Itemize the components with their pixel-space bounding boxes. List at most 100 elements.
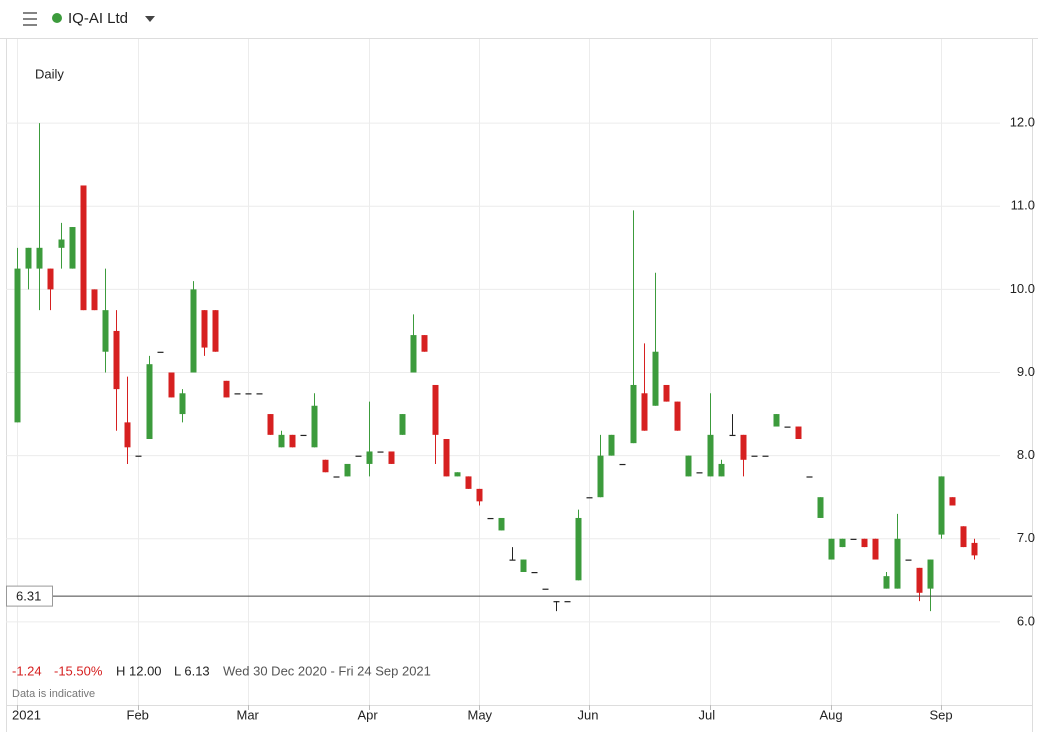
candle-body xyxy=(245,393,252,395)
candle-body xyxy=(146,364,153,439)
candle-body xyxy=(839,538,846,548)
candle-body xyxy=(498,517,505,531)
candle-body xyxy=(399,414,406,435)
candle-body xyxy=(619,463,626,466)
candle-body xyxy=(278,434,285,448)
candle-body xyxy=(135,455,142,457)
candle-body xyxy=(575,517,582,581)
candle-body xyxy=(718,463,725,477)
candle-body xyxy=(949,497,956,506)
candle-body xyxy=(366,451,373,464)
candle-body xyxy=(509,559,516,561)
candle-body xyxy=(960,526,967,548)
candle-body xyxy=(300,434,307,437)
candle-body xyxy=(894,538,901,589)
candle-body xyxy=(322,459,329,473)
status-dot xyxy=(52,13,62,23)
x-tick-label: May xyxy=(468,707,493,722)
x-tick-label: Mar xyxy=(237,707,260,722)
y-tick-label: 9.0 xyxy=(1017,364,1035,379)
candle-body xyxy=(47,268,54,290)
dropdown-caret[interactable] xyxy=(145,16,155,22)
candle-body xyxy=(190,289,197,373)
candle-body xyxy=(861,538,868,548)
candle-body xyxy=(223,380,230,398)
y-tick-label: 7.0 xyxy=(1017,530,1035,545)
candle-body xyxy=(729,434,736,437)
candle-body xyxy=(927,559,934,589)
candle-body xyxy=(652,351,659,406)
last-price-label: 6.31 xyxy=(16,589,41,604)
candle-body xyxy=(14,268,21,423)
candle-body xyxy=(641,393,648,431)
y-tick-label: 10.0 xyxy=(1010,281,1035,296)
candle-body xyxy=(696,472,703,474)
candle-body xyxy=(872,538,879,560)
x-tick-label: Apr xyxy=(358,707,379,722)
candle-body xyxy=(938,476,945,535)
candle-body xyxy=(586,497,593,499)
candle-body xyxy=(267,414,274,435)
candle-body xyxy=(806,476,813,478)
candle-body xyxy=(212,310,219,352)
candle-body xyxy=(113,330,120,390)
candle-body xyxy=(476,488,483,502)
candle-body xyxy=(828,538,835,560)
last-price-box xyxy=(6,585,53,607)
candle-body xyxy=(124,422,131,448)
candle-body xyxy=(542,588,549,590)
candle-body xyxy=(69,227,76,269)
candle-body xyxy=(311,405,318,448)
candle-body xyxy=(256,393,263,395)
candle-body xyxy=(432,384,439,435)
x-tick-label: Jun xyxy=(578,707,599,722)
candle-body xyxy=(388,451,395,464)
candle-body xyxy=(36,247,43,269)
disclaimer: Data is indicative xyxy=(12,688,95,700)
candle-body xyxy=(564,601,571,603)
change: -1.24 xyxy=(12,663,42,678)
candle-body xyxy=(971,542,978,556)
instrument-title[interactable]: IQ-AI Ltd xyxy=(68,10,128,27)
candle-body xyxy=(355,455,362,457)
candle-body xyxy=(25,247,32,269)
candle-body xyxy=(850,538,857,540)
candle-body xyxy=(608,434,615,456)
candle-body xyxy=(784,426,791,428)
y-tick-label: 12.0 xyxy=(1010,115,1035,130)
candle-body xyxy=(377,451,384,453)
candle-body xyxy=(597,455,604,498)
candle-body xyxy=(762,455,769,457)
menu-icon[interactable] xyxy=(23,12,37,26)
y-tick-label: 11.0 xyxy=(1011,198,1035,213)
candle-body xyxy=(157,351,164,353)
candle-body xyxy=(663,384,670,402)
x-tick-label: 2021 xyxy=(12,707,41,722)
candle-body xyxy=(487,517,494,520)
change-percent: -15.50% xyxy=(54,663,103,678)
candle-body xyxy=(674,401,681,431)
candle-body xyxy=(795,426,802,439)
candle-body xyxy=(234,393,241,395)
interval-label: Daily xyxy=(35,66,64,81)
candle-body xyxy=(707,434,714,477)
candle-body xyxy=(289,434,296,448)
x-tick-label: Aug xyxy=(820,707,843,722)
candle-body xyxy=(883,576,890,589)
candle-body xyxy=(179,393,186,415)
candle-body xyxy=(553,601,560,603)
candle-body xyxy=(102,310,109,352)
candle-body xyxy=(80,185,87,311)
candle-body xyxy=(773,414,780,427)
candle-body xyxy=(531,572,538,574)
y-tick-label: 6.0 xyxy=(1017,613,1035,628)
period-high: H 12.00 xyxy=(116,663,162,678)
y-tick-label: 8.0 xyxy=(1017,447,1035,462)
candle-body xyxy=(421,335,428,352)
candle-body xyxy=(630,384,637,444)
x-tick-label: Jul xyxy=(699,707,716,722)
candle-body xyxy=(91,289,98,311)
period-low: L 6.13 xyxy=(174,663,210,678)
candle-body xyxy=(410,335,417,373)
